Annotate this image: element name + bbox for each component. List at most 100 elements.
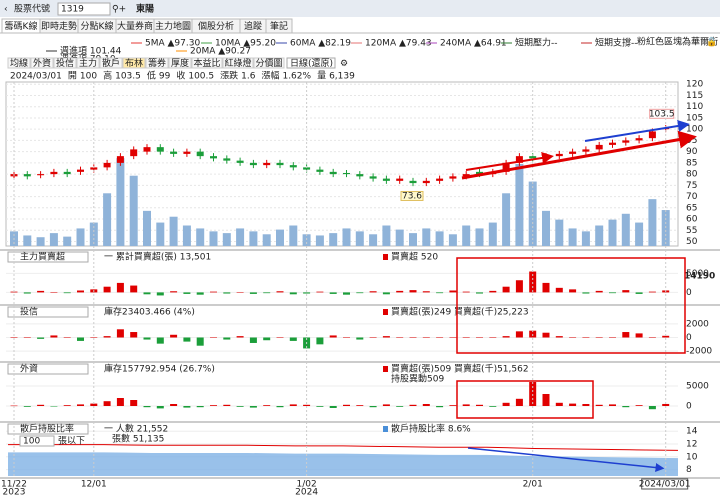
y-tick-label: 8 (686, 465, 692, 475)
flow-bar (635, 292, 643, 294)
flow-bar (103, 336, 111, 338)
info-close: 100.5 (188, 72, 214, 82)
red-arrow (465, 152, 554, 171)
volume-bar (595, 225, 604, 246)
candle-body (316, 169, 324, 172)
legend-label: 60MA ▲82.19 (290, 39, 351, 49)
blue-arrow (584, 120, 690, 142)
volume-bar (49, 233, 58, 246)
candle-body (329, 171, 337, 175)
info-vol: 6,139 (329, 72, 355, 82)
flow-bar (436, 406, 444, 408)
volume-bar (76, 228, 85, 246)
flow-bar (422, 404, 430, 406)
candle-body (77, 169, 84, 172)
flow-bar (223, 337, 231, 340)
flow-bar (648, 406, 656, 410)
panel-title: 投信 (20, 306, 38, 318)
date-box (641, 478, 689, 490)
flow-bar (130, 400, 138, 406)
panel-select[interactable] (7, 363, 89, 375)
volume-bar (435, 231, 444, 246)
legend-label: 240MA ▲64.91 (440, 39, 507, 49)
flow-bar (50, 406, 58, 407)
toolbar-button[interactable] (168, 57, 192, 69)
flow-bar (236, 336, 244, 338)
volume-bar (249, 231, 258, 246)
flow-bar (382, 404, 390, 406)
info-change-label: 漲跌 (220, 71, 238, 82)
flow-bar (489, 337, 497, 338)
flow-bar (303, 404, 311, 406)
volume-bar (23, 235, 32, 246)
toolbar-button[interactable] (253, 57, 285, 69)
flow-bar (542, 332, 550, 338)
flow-bar (582, 404, 590, 406)
toolbar-button[interactable] (191, 57, 223, 69)
search-icon[interactable]: ⚲+ (112, 5, 126, 15)
candle-body (63, 171, 71, 175)
settings-icon[interactable]: ⚙ (340, 59, 348, 69)
volume-bar (462, 225, 471, 246)
y-tick-label: 0 (686, 402, 692, 412)
toolbar-button[interactable] (222, 57, 254, 69)
y-tick-label: 75 (686, 181, 697, 191)
candle-body (223, 158, 231, 161)
candle-body (90, 167, 98, 170)
toolbar-button[interactable] (53, 57, 77, 69)
panel-left-note: 庫存157792.954 (26.7%) (104, 363, 215, 375)
flow-bar (529, 271, 537, 293)
candle-body (210, 156, 217, 159)
flow-bar (476, 292, 483, 294)
flow-bar (542, 394, 550, 406)
toolbar-button[interactable] (7, 57, 31, 69)
panel-select[interactable] (7, 251, 89, 263)
toolbar-button[interactable] (145, 57, 169, 69)
volume-bar (156, 222, 165, 246)
volume-bar (236, 228, 245, 246)
flow-bar (329, 335, 337, 338)
tab-label: 分點K線 (81, 20, 114, 32)
code-value: 1319 (61, 5, 84, 15)
low-note-box (400, 190, 424, 201)
tab-label: 即時走勢 (41, 20, 77, 32)
annotations (456, 120, 697, 473)
low-note: 73.6 (402, 191, 422, 201)
flow-bar (183, 406, 191, 408)
flow-bar (436, 292, 444, 294)
panel-select[interactable] (7, 306, 89, 318)
candle-body (609, 142, 616, 145)
lock-icon[interactable]: 🔒 (706, 37, 717, 48)
volume-bar (369, 234, 378, 246)
toolbar-button[interactable] (99, 57, 123, 69)
flow-bar (462, 291, 470, 293)
y-tick-label: 10 (686, 452, 698, 462)
period-select[interactable] (286, 57, 336, 69)
retail-select[interactable] (7, 423, 89, 435)
candle-body (50, 171, 58, 175)
retail-threshold[interactable] (19, 435, 55, 447)
toolbar-button[interactable] (30, 57, 54, 69)
flow-bar (515, 331, 523, 338)
flow-bar (648, 337, 656, 338)
candle-body (196, 151, 204, 157)
volume-bar (581, 231, 590, 246)
candle-body (23, 174, 31, 177)
back-icon[interactable]: ‹ (4, 5, 8, 15)
toolbar-button[interactable] (122, 57, 146, 69)
flow-bar (343, 337, 350, 338)
volume-bar (515, 164, 524, 246)
flow-bar (196, 406, 204, 408)
flow-bar (90, 337, 98, 338)
tab[interactable] (265, 18, 293, 34)
volume-bar (315, 235, 324, 246)
flow-bar (569, 403, 577, 406)
volume-bar (209, 231, 218, 246)
tab-label: 追蹤 (244, 20, 262, 32)
y-tick-label: 14 (686, 427, 698, 437)
toolbar-button[interactable] (76, 57, 100, 69)
flow-bar (170, 291, 178, 293)
flow-bar (409, 290, 417, 293)
flow-bar (476, 404, 483, 406)
code-input[interactable] (57, 2, 111, 16)
